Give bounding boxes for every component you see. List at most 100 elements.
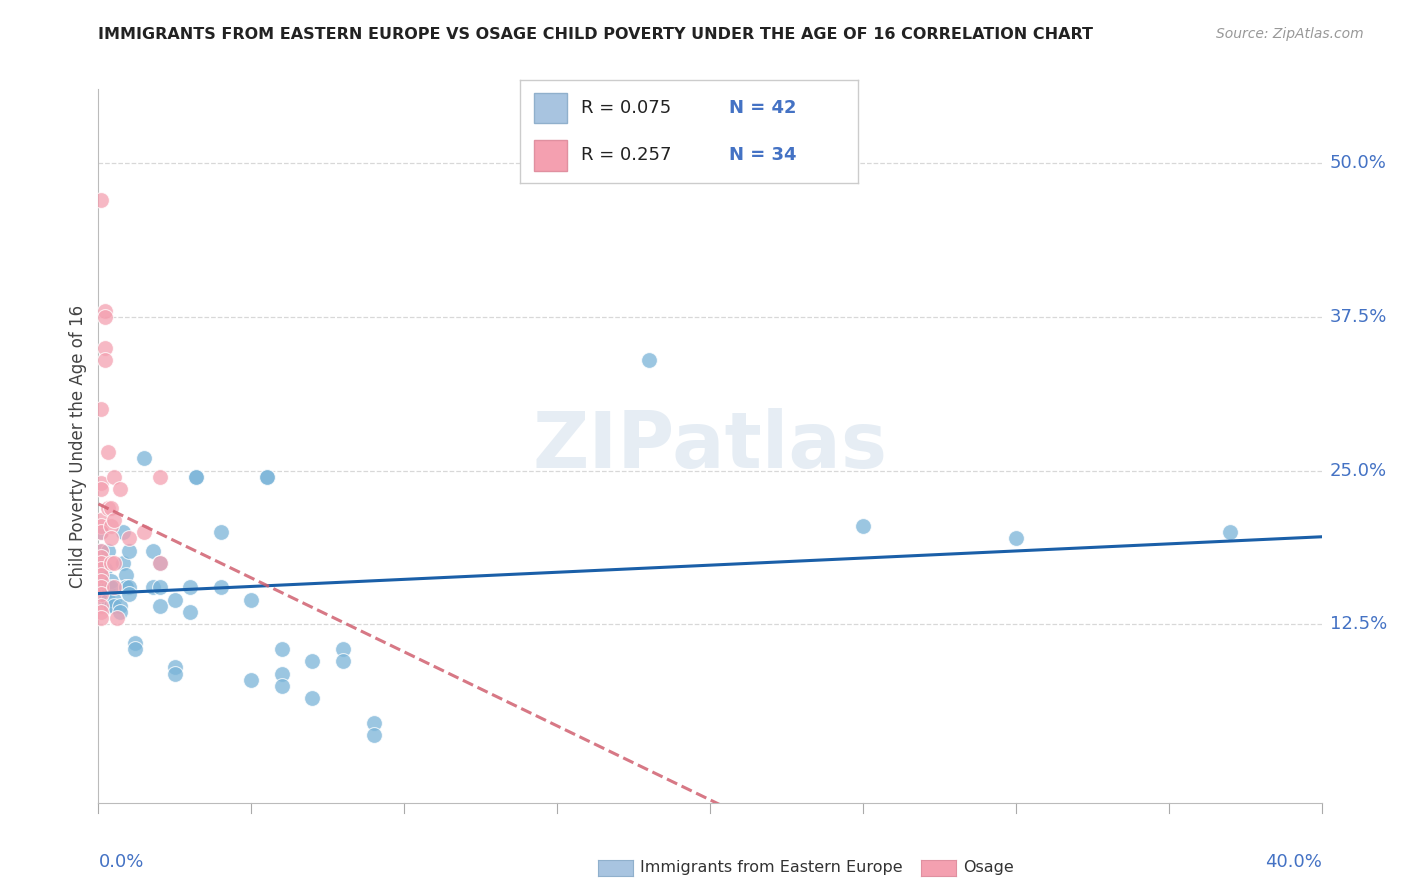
Point <box>93 581 115 595</box>
Point <box>118 587 141 601</box>
Point <box>90 562 112 576</box>
Point <box>108 605 131 619</box>
Point <box>186 469 208 483</box>
Point <box>163 592 186 607</box>
Point <box>100 519 122 533</box>
Point <box>100 556 122 570</box>
Point <box>270 642 292 657</box>
Text: R = 0.257: R = 0.257 <box>581 146 672 164</box>
Point <box>115 581 138 595</box>
Point <box>124 642 146 657</box>
Text: ZIPatlas: ZIPatlas <box>533 408 887 484</box>
Point <box>256 469 278 483</box>
Text: 12.5%: 12.5% <box>1330 615 1388 633</box>
Point <box>134 525 156 540</box>
Point <box>97 581 120 595</box>
Point <box>240 592 263 607</box>
Point <box>149 556 172 570</box>
Point <box>93 352 115 367</box>
Point <box>240 673 263 687</box>
Point <box>163 666 186 681</box>
Point <box>90 543 112 558</box>
Point <box>90 549 112 564</box>
Point <box>363 728 385 742</box>
Point <box>118 543 141 558</box>
Point <box>103 469 125 483</box>
Point <box>149 599 172 613</box>
Point <box>108 599 131 613</box>
Point <box>97 543 120 558</box>
Bar <box>534 93 568 123</box>
Text: IMMIGRANTS FROM EASTERN EUROPE VS OSAGE CHILD POVERTY UNDER THE AGE OF 16 CORREL: IMMIGRANTS FROM EASTERN EUROPE VS OSAGE … <box>98 27 1094 42</box>
Y-axis label: Child Poverty Under the Age of 16: Child Poverty Under the Age of 16 <box>69 304 87 588</box>
Point <box>1219 525 1241 540</box>
Point <box>149 556 172 570</box>
Point <box>90 525 112 540</box>
Point <box>97 445 120 459</box>
Text: Osage: Osage <box>963 861 1014 875</box>
Point <box>90 611 112 625</box>
Point <box>332 642 354 657</box>
Point <box>134 451 156 466</box>
Point <box>90 599 112 613</box>
Point <box>209 581 232 595</box>
Point <box>90 581 112 595</box>
Point <box>186 469 208 483</box>
Point <box>142 543 165 558</box>
Point <box>100 581 122 595</box>
Point <box>115 568 138 582</box>
Point <box>90 587 112 601</box>
Point <box>142 581 165 595</box>
Point <box>270 666 292 681</box>
Point <box>97 500 120 515</box>
Text: Immigrants from Eastern Europe: Immigrants from Eastern Europe <box>640 861 903 875</box>
Point <box>93 310 115 324</box>
Point <box>90 568 112 582</box>
Text: R = 0.075: R = 0.075 <box>581 99 671 117</box>
Point <box>100 599 122 613</box>
Point <box>90 513 112 527</box>
Text: N = 34: N = 34 <box>730 146 797 164</box>
Point <box>163 660 186 674</box>
Point <box>118 581 141 595</box>
Point <box>301 654 323 668</box>
Point <box>149 469 172 483</box>
Text: 37.5%: 37.5% <box>1330 308 1388 326</box>
Point <box>363 715 385 730</box>
Point <box>97 592 120 607</box>
Point <box>103 556 125 570</box>
Point <box>93 562 115 576</box>
Point <box>149 581 172 595</box>
Point <box>124 636 146 650</box>
Bar <box>534 140 568 170</box>
Text: 0.0%: 0.0% <box>98 853 143 871</box>
Point <box>90 556 112 570</box>
Point <box>111 556 134 570</box>
Point <box>97 581 120 595</box>
Point <box>301 691 323 706</box>
Point <box>90 475 112 490</box>
Point <box>270 679 292 693</box>
Point <box>93 341 115 355</box>
Point <box>852 519 875 533</box>
Point <box>90 193 112 207</box>
Point <box>332 654 354 668</box>
Point <box>103 513 125 527</box>
Point <box>90 543 112 558</box>
Text: 25.0%: 25.0% <box>1330 461 1388 480</box>
Point <box>108 482 131 496</box>
Point <box>637 352 661 367</box>
Point <box>100 574 122 589</box>
Point <box>103 599 125 613</box>
Point <box>179 581 201 595</box>
Point <box>100 500 122 515</box>
Point <box>100 531 122 545</box>
Point <box>1004 531 1026 545</box>
Text: N = 42: N = 42 <box>730 99 797 117</box>
Point <box>103 581 125 595</box>
Point <box>118 531 141 545</box>
Text: 40.0%: 40.0% <box>1265 853 1322 871</box>
Point <box>90 605 112 619</box>
Point <box>90 556 112 570</box>
Point <box>90 525 112 540</box>
